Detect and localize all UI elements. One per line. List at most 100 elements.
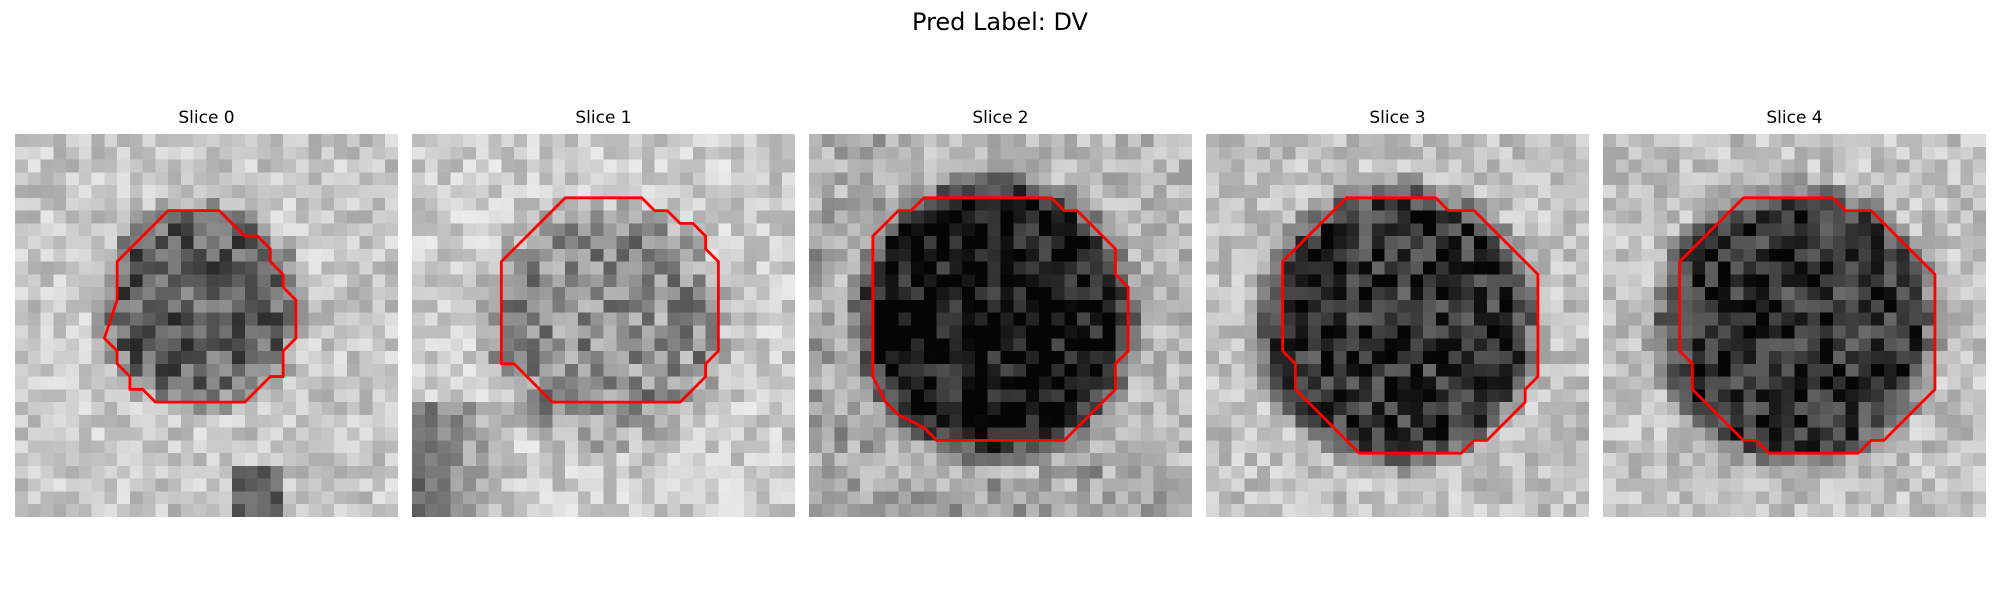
pixel (834, 351, 848, 365)
pixel (911, 363, 925, 377)
pixel (66, 402, 80, 416)
segmentation-contour (871, 196, 1130, 442)
pixel (809, 261, 823, 275)
pixel (629, 261, 643, 275)
pixel (1384, 261, 1398, 275)
pixel (321, 236, 335, 250)
pixel (1512, 376, 1526, 390)
pixel (180, 299, 194, 313)
pixel (616, 376, 630, 390)
pixel (1973, 440, 1986, 454)
pixel (987, 351, 1001, 365)
pixel (129, 134, 143, 148)
pixel (488, 491, 502, 505)
pixel (1832, 159, 1846, 173)
pixel (1257, 491, 1271, 505)
pixel (1089, 363, 1103, 377)
pixel (1115, 389, 1129, 403)
pixel (206, 274, 220, 288)
pixel (488, 299, 502, 313)
pixel (1115, 338, 1129, 352)
pixel (1717, 427, 1731, 441)
pixel (1743, 325, 1757, 339)
pixel (1717, 197, 1731, 211)
pixel (1512, 210, 1526, 224)
pixel (1140, 134, 1154, 148)
pixel (1089, 478, 1103, 492)
pixel (526, 427, 540, 441)
pixel (962, 248, 976, 262)
pixel (1679, 465, 1693, 479)
pixel (1359, 261, 1373, 275)
pixel (809, 299, 823, 313)
pixel (949, 440, 963, 454)
pixel (821, 146, 835, 160)
pixel (1179, 504, 1192, 517)
pixel (321, 504, 335, 517)
pixel (40, 478, 54, 492)
pixel (898, 478, 912, 492)
pixel (206, 223, 220, 237)
pixel (1641, 440, 1655, 454)
pixel (1960, 287, 1974, 301)
pixel (641, 261, 655, 275)
pixel (1563, 427, 1577, 441)
pixel (257, 325, 271, 339)
pixel (1206, 146, 1220, 160)
pixel (295, 363, 309, 377)
pixel (1206, 287, 1220, 301)
pixel (526, 134, 540, 148)
pixel (1269, 248, 1283, 262)
pixel (1410, 478, 1424, 492)
pixel (590, 465, 604, 479)
pixel (1717, 261, 1731, 275)
pixel (565, 427, 579, 441)
pixel (1384, 185, 1398, 199)
pixel (155, 325, 169, 339)
pixel (1089, 274, 1103, 288)
pixel (641, 274, 655, 288)
pixel (15, 427, 29, 441)
pixel (1525, 351, 1539, 365)
pixel (1858, 223, 1872, 237)
pixel (1166, 261, 1180, 275)
pixel (359, 261, 373, 275)
pixel (641, 389, 655, 403)
pixel (526, 491, 540, 505)
pixel (1654, 223, 1668, 237)
pixel (372, 159, 386, 173)
pixel (667, 325, 681, 339)
pixel (1231, 159, 1245, 173)
pixel (1871, 427, 1885, 441)
pixel (641, 172, 655, 186)
pixel (1282, 453, 1296, 467)
pixel (1845, 427, 1859, 441)
pixel (78, 478, 92, 492)
pixel (1077, 465, 1091, 479)
pixel (66, 440, 80, 454)
pixel (1346, 210, 1360, 224)
pixel (1218, 172, 1232, 186)
pixel (962, 210, 976, 224)
pixel (705, 325, 719, 339)
pixel (1140, 223, 1154, 237)
pixel (782, 325, 795, 339)
pixel (1384, 465, 1398, 479)
pixel (1346, 465, 1360, 479)
pixel (1128, 197, 1142, 211)
pixel (1973, 453, 1986, 467)
pixel (91, 440, 105, 454)
pixel (565, 172, 579, 186)
pixel (244, 261, 258, 275)
pixel (1115, 465, 1129, 479)
pixel (1768, 363, 1782, 377)
pixel (27, 134, 41, 148)
pixel (1333, 491, 1347, 505)
pixel (1359, 440, 1373, 454)
pixel (1807, 402, 1821, 416)
pixel (603, 248, 617, 262)
pixel (962, 146, 976, 160)
pixel (1537, 261, 1551, 275)
pixel (1206, 185, 1220, 199)
pixel (1257, 223, 1271, 237)
